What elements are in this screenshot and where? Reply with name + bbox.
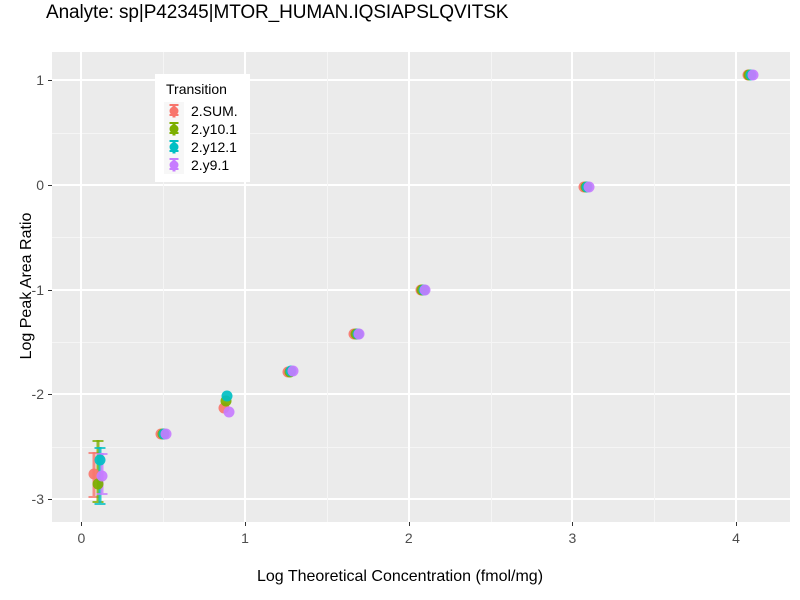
- gridline-horizontal-major: [52, 183, 790, 186]
- data-point: [223, 406, 235, 418]
- legend-item-2-y10-1[interactable]: 2.y10.1: [164, 120, 238, 138]
- error-bar-cap: [94, 503, 106, 506]
- error-bar-cap: [88, 495, 100, 498]
- data-point: [747, 69, 759, 81]
- y-axis-tick-mark: [48, 80, 52, 82]
- x-axis-tick-label: 2: [404, 530, 413, 546]
- error-bar-cap: [92, 501, 104, 504]
- y-axis-label: Log Peak Area Ratio: [18, 212, 35, 360]
- gridline-horizontal-minor: [52, 132, 790, 134]
- gridline-horizontal-major: [52, 79, 790, 82]
- x-axis-tick-mark: [408, 522, 410, 526]
- x-axis-label: Log Theoretical Concentration (fmol/mg): [256, 568, 544, 585]
- data-point: [419, 284, 431, 296]
- x-axis-tick-label: 1: [241, 530, 249, 546]
- legend-item-label: 2.y12.1: [191, 139, 237, 155]
- gridline-vertical-major: [244, 52, 247, 522]
- gridline-vertical-minor: [490, 52, 492, 522]
- legend-item-2-y12-1[interactable]: 2.y12.1: [164, 138, 238, 156]
- error-bar-cap: [92, 440, 104, 443]
- legend-item-label: 2.y10.1: [191, 121, 237, 137]
- legend-item-2-y9-1[interactable]: 2.y9.1: [164, 156, 238, 174]
- y-axis-tick-label: -3: [31, 490, 44, 507]
- y-axis-tick-label: 1: [36, 72, 44, 89]
- x-axis-tick-mark: [81, 522, 83, 526]
- legend-key-icon: [164, 120, 184, 138]
- error-bar-cap: [96, 452, 108, 455]
- plot-panel: [52, 52, 790, 522]
- data-point: [583, 181, 595, 193]
- error-bar-cap: [94, 446, 106, 449]
- page-title: Analyte: sp|P42345|MTOR_HUMAN.IQSIAPSLQV…: [46, 2, 509, 23]
- gridline-vertical-major: [571, 52, 574, 522]
- data-point: [92, 478, 104, 490]
- gridline-horizontal-minor: [52, 341, 790, 343]
- y-axis-tick-label: -2: [31, 386, 44, 403]
- legend-title: Transition: [166, 81, 227, 97]
- data-point: [96, 470, 108, 482]
- y-axis-tick-label: -1: [31, 281, 44, 298]
- x-axis-tick-label: 4: [732, 530, 740, 546]
- data-point: [88, 468, 100, 480]
- legend-item-label: 2.y9.1: [191, 157, 230, 173]
- x-axis-tick-label: 3: [568, 530, 577, 546]
- gridline-horizontal-major: [52, 497, 790, 500]
- data-point: [94, 454, 106, 466]
- data-point: [221, 390, 233, 402]
- y-axis-tick-label: 0: [36, 176, 44, 193]
- legend-item-label: 2.SUM.: [191, 103, 238, 119]
- y-axis-tick-mark: [48, 498, 52, 500]
- error-bar-cap: [88, 451, 100, 454]
- x-axis-tick-mark: [245, 522, 247, 526]
- x-axis-tick-label: 0: [77, 530, 86, 546]
- x-axis-tick-mark: [736, 522, 737, 526]
- legend: Transition 2.SUM. 2.y10.1 2.y12.1 2.y9.1: [155, 74, 250, 182]
- gridline-vertical-minor: [163, 52, 165, 522]
- data-point: [287, 365, 299, 377]
- gridline-vertical-major: [735, 52, 737, 522]
- gridline-horizontal-minor: [52, 237, 790, 239]
- legend-items: 2.SUM. 2.y10.1 2.y12.1 2.y9.1: [164, 102, 238, 174]
- gridline-horizontal-minor: [52, 446, 790, 448]
- error-bar-cap: [96, 492, 108, 495]
- gridline-vertical-major: [407, 52, 410, 522]
- data-point: [160, 428, 172, 440]
- legend-key-icon: [164, 138, 184, 156]
- legend-item-2-sum-[interactable]: 2.SUM.: [164, 102, 238, 120]
- legend-key-icon: [164, 102, 184, 120]
- gridline-vertical-minor: [654, 52, 656, 522]
- legend-key-icon: [164, 156, 184, 174]
- gridline-vertical-minor: [326, 52, 328, 522]
- x-axis-tick-mark: [572, 522, 574, 526]
- y-axis-tick-mark: [48, 289, 52, 291]
- gridline-vertical-major: [80, 52, 83, 522]
- y-axis-tick-mark: [48, 184, 52, 186]
- data-point: [353, 328, 365, 340]
- y-axis-tick-mark: [48, 394, 52, 396]
- gridline-horizontal-major: [52, 393, 790, 396]
